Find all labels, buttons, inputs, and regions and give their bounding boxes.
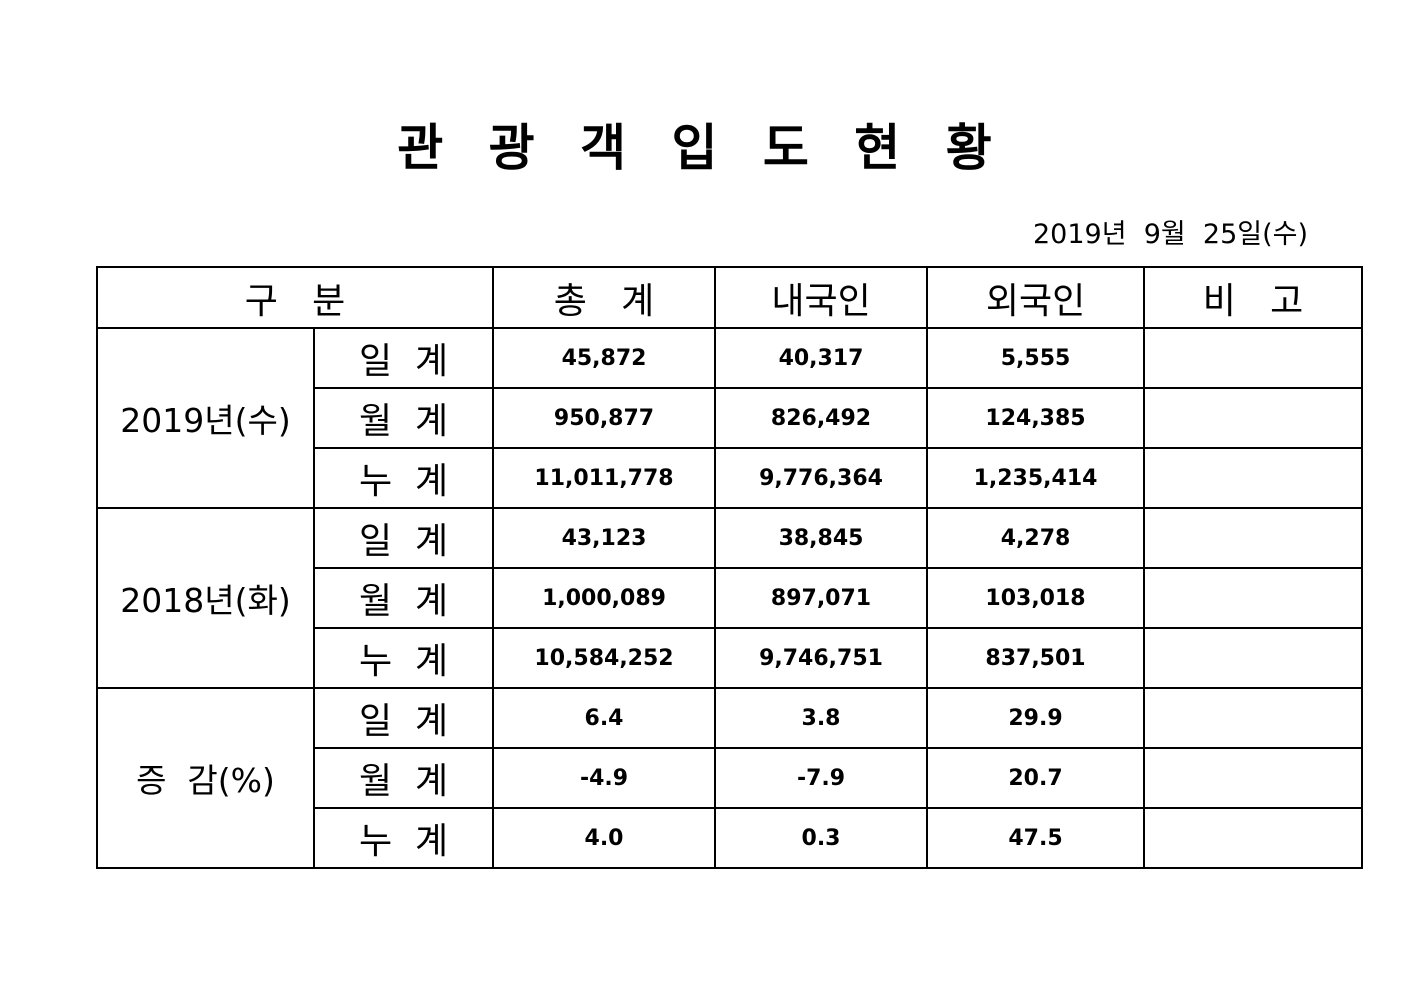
value-cell: -7.9 [714,747,929,809]
row-label: 월 계 [312,387,495,449]
value-cell: -4.9 [492,747,717,809]
row-label: 일 계 [312,507,495,569]
value-cell: 3.8 [714,687,929,749]
table-row: 2019년(수) 일 계 45,872 40,317 5,555 [96,327,1364,509]
remark-cell [1143,567,1364,629]
value-cell: 0.3 [714,807,929,869]
remark-cell [1143,627,1364,689]
row-label: 월 계 [312,567,495,629]
table-row: 월 계 1,000,089 897,071 103,018 [97,567,1364,629]
remark-cell [1143,387,1364,449]
table-row: 2018년(화) 일 계 43,123 38,845 4,278 [96,507,1364,689]
row-label: 일 계 [312,327,495,389]
table-row: 월 계 950,877 826,492 124,385 [97,387,1364,449]
header-cell: 구 분 [95,266,495,329]
value-cell: 40,317 [714,327,929,389]
remark-cell [1143,687,1364,749]
value-cell: 124,385 [926,387,1146,449]
value-cell: 103,018 [926,567,1146,629]
remark-cell [1143,507,1364,569]
date: 2019년 9월 25일(수) [1032,219,1308,250]
table-row: 증 감(%) 일 계 6.4 3.8 29.9 [96,687,1364,869]
row-label: 누 계 [312,807,495,869]
value-cell: 4.0 [492,807,717,869]
row-label: 월 계 [312,747,495,809]
value-cell: 9,776,364 [714,447,929,509]
header-cell: 비 고 [1143,266,1364,329]
value-cell: 897,071 [714,567,929,629]
group-label: 2019년(수) [96,327,315,509]
value-cell: 950,877 [492,387,717,449]
table-row: 누 계 11,011,778 9,776,364 1,235,414 [97,447,1364,509]
value-cell: 38,845 [714,507,929,569]
value-cell: 1,235,414 [926,447,1146,509]
remark-cell [1143,327,1364,389]
value-cell: 9,746,751 [714,627,929,689]
table-row: 누 계 10,584,252 9,746,751 837,501 [97,627,1364,689]
remark-cell [1143,747,1364,809]
header-cell: 총 계 [492,266,717,329]
value-cell: 11,011,778 [492,447,717,509]
value-cell: 6.4 [492,687,717,749]
value-cell: 47.5 [926,807,1146,869]
remark-cell [1143,807,1364,869]
table-row: 월 계 -4.9 -7.9 20.7 [97,747,1364,809]
remark-cell [1143,447,1364,509]
value-cell: 20.7 [926,747,1146,809]
value-cell: 45,872 [492,327,717,389]
header-cell: 내국인 [714,266,929,329]
row-label: 누 계 [312,447,495,509]
value-cell: 4,278 [926,507,1146,569]
value-cell: 43,123 [492,507,717,569]
value-cell: 29.9 [926,687,1146,749]
group-label: 2018년(화) [96,507,315,689]
row-label: 일 계 [312,687,495,749]
title: 관 광 객 입 도 현 황 [397,119,1006,177]
value-cell: 837,501 [926,627,1146,689]
value-cell: 10,584,252 [492,627,717,689]
group-label: 증 감(%) [96,687,315,869]
value-cell: 826,492 [714,387,929,449]
header-cell: 외국인 [926,266,1146,329]
value-cell: 5,555 [926,327,1146,389]
value-cell: 1,000,089 [492,567,717,629]
row-label: 누 계 [312,627,495,689]
table-row: 누 계 4.0 0.3 47.5 [97,807,1364,869]
